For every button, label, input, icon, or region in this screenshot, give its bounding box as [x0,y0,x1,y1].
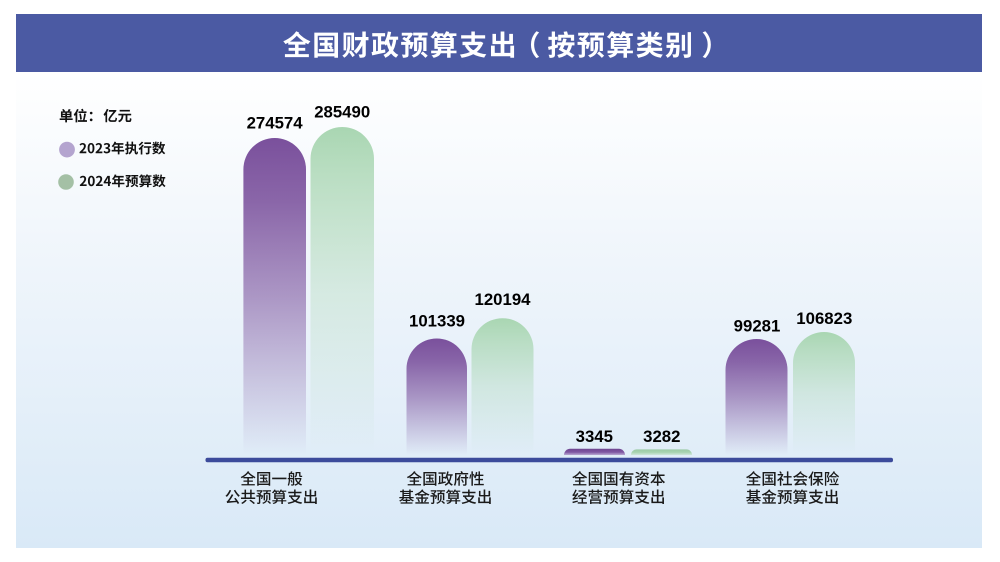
svg-text:99281: 99281 [734,317,781,336]
svg-text:120194: 120194 [475,290,532,309]
svg-text:3282: 3282 [643,427,680,446]
svg-text:106823: 106823 [796,309,852,328]
svg-text:101339: 101339 [409,312,465,331]
svg-text:3345: 3345 [576,427,613,446]
svg-text:274574: 274574 [247,114,304,133]
svg-text:285490: 285490 [314,102,370,121]
